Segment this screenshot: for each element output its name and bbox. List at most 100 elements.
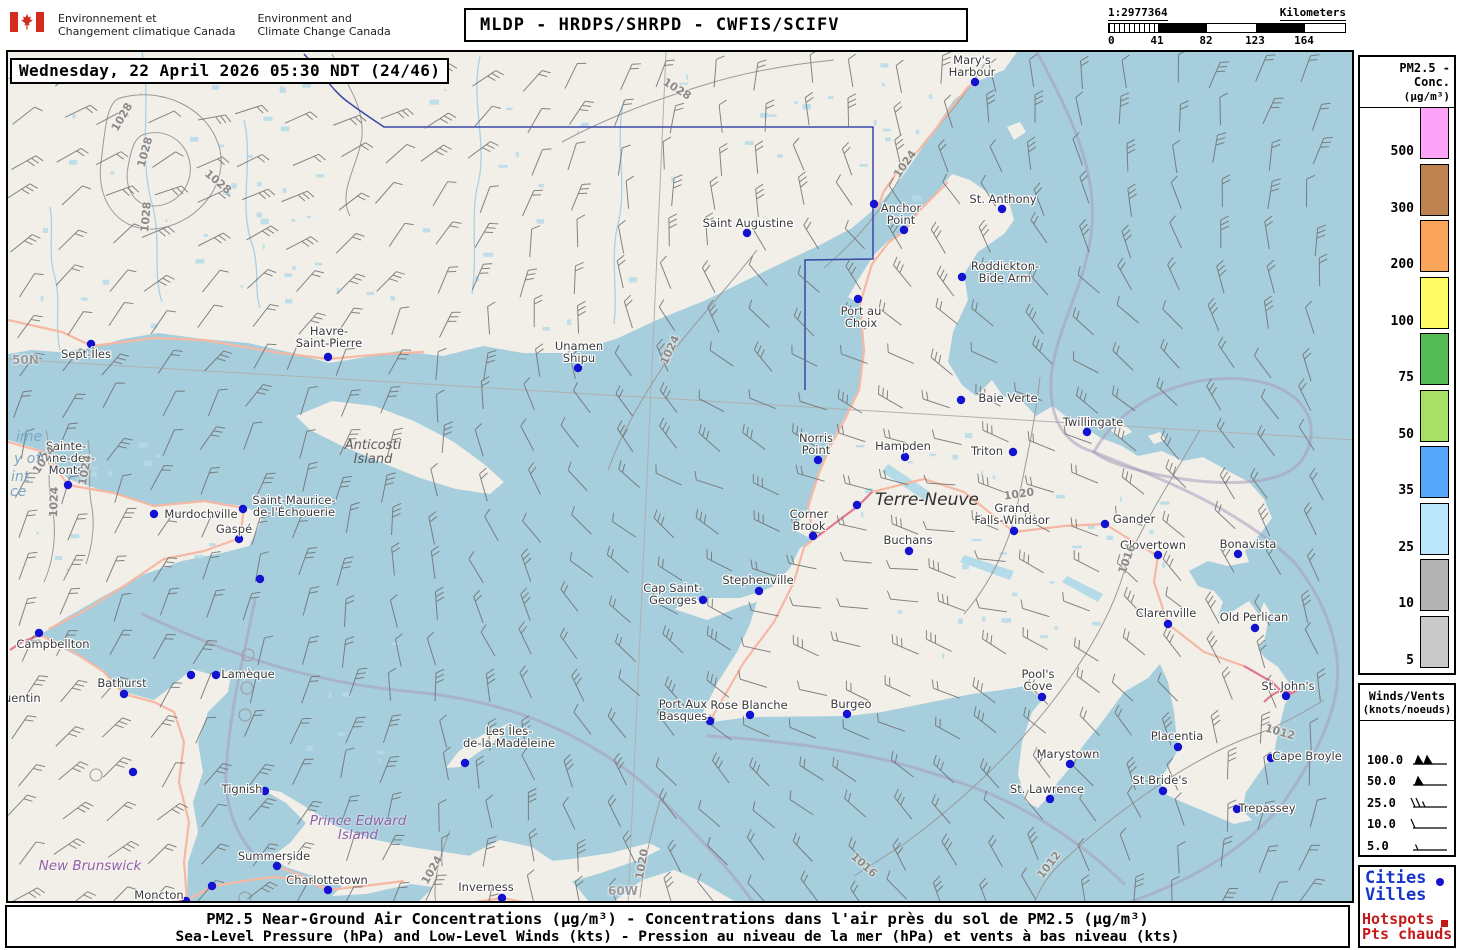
city-dot bbox=[853, 294, 863, 304]
city-label: Anchor Point bbox=[880, 201, 922, 227]
city-label: Corner Brook bbox=[789, 507, 829, 533]
pm25-legend-entry: 35 bbox=[1360, 446, 1454, 498]
pm25-color-swatch bbox=[1420, 333, 1449, 385]
pressure-label: 1016 bbox=[848, 849, 880, 881]
pressure-label: 1020 bbox=[632, 847, 652, 881]
pm25-legend-entries: 500 300 200 100 75 50 35 25 10 5 bbox=[1360, 107, 1454, 673]
water-label: ime bbox=[16, 429, 43, 445]
scale-tick: 123 bbox=[1245, 34, 1265, 47]
product-title-box: MLDP - HRDPS/SHRPD - CWFIS/SCIFV bbox=[464, 8, 968, 42]
pm25-threshold-value: 50 bbox=[1398, 426, 1414, 442]
city-label: St. Anthony bbox=[969, 192, 1037, 206]
pm25-legend-entry: 500 bbox=[1360, 107, 1454, 159]
water-label: int bbox=[11, 469, 30, 485]
scale-segment bbox=[1158, 24, 1207, 32]
city-dot bbox=[207, 881, 217, 891]
pm25-threshold-value: 100 bbox=[1390, 313, 1414, 329]
wind-speed-value: 25.0 bbox=[1367, 795, 1396, 810]
city-label: Cape Broyle bbox=[1272, 749, 1342, 763]
city-label: Gander bbox=[1112, 512, 1156, 526]
city-label: Les Îles-de-la-Madeleine bbox=[462, 724, 556, 750]
city-dot bbox=[255, 574, 265, 584]
city-label: Tignish bbox=[221, 782, 263, 796]
city-dot bbox=[34, 628, 44, 638]
pm25-legend-entry: 100 bbox=[1360, 276, 1454, 329]
city-dot bbox=[1250, 623, 1260, 633]
region-label: Terre-Neuve bbox=[875, 490, 979, 510]
city-dot bbox=[1232, 804, 1242, 814]
caption-line2: Sea-Level Pressure (hPa) and Low-Level W… bbox=[175, 929, 1180, 945]
city-dot bbox=[813, 455, 823, 465]
wind-barb-icon bbox=[1413, 775, 1447, 786]
city-label: Port Aux Basques bbox=[658, 697, 708, 723]
wind-barbs-layer bbox=[8, 52, 1333, 901]
pm25-threshold-value: 75 bbox=[1398, 370, 1414, 385]
city-label: Burgeo bbox=[830, 697, 872, 711]
city-dot bbox=[497, 893, 507, 901]
wind-speed-value: 50.0 bbox=[1367, 774, 1396, 789]
pm25-legend-entry: 5 bbox=[1360, 615, 1454, 668]
city-dot bbox=[323, 885, 333, 895]
city-label: Charlottetown bbox=[286, 873, 368, 887]
pm25-color-swatch bbox=[1420, 389, 1449, 442]
pm25-legend: PM2.5 - Conc. (µg/m³) 500 300 200 100 75 50 35… bbox=[1358, 55, 1456, 675]
city-dot bbox=[323, 352, 333, 362]
pressure-label: 1020 bbox=[1002, 485, 1036, 503]
cities-legend-label-fr: Villes bbox=[1365, 885, 1427, 905]
pm25-color-swatch bbox=[1420, 276, 1449, 329]
city-label: Norris Point bbox=[798, 431, 834, 457]
pm25-legend-entry: 75 bbox=[1360, 333, 1454, 385]
pressure-label: 1028 bbox=[660, 75, 694, 103]
pm25-threshold-value: 200 bbox=[1390, 257, 1414, 272]
city-dot bbox=[1008, 447, 1018, 457]
city-dot bbox=[1281, 691, 1291, 701]
city-label: Stephenville bbox=[722, 573, 794, 587]
city-dot bbox=[1163, 619, 1173, 629]
city-dot bbox=[970, 77, 980, 87]
divider bbox=[1360, 107, 1454, 108]
scale-tick: 41 bbox=[1150, 34, 1164, 47]
city-dot bbox=[705, 716, 715, 726]
city-label: Roddickton- Bide Arm bbox=[970, 259, 1040, 285]
pm25-legend-entry: 300 bbox=[1360, 163, 1454, 216]
city-dot bbox=[1082, 427, 1092, 437]
city-dot bbox=[1100, 519, 1110, 529]
region-label: New Brunswick bbox=[38, 858, 142, 874]
city-dot bbox=[852, 500, 862, 510]
caption-bar: PM2.5 Near-Ground Air Concentrations (µg… bbox=[5, 905, 1350, 948]
pm25-legend-entry: 10 bbox=[1360, 559, 1454, 611]
pressure-label: 1024 bbox=[657, 333, 683, 367]
city-label: Bathurst bbox=[97, 676, 147, 690]
city-dot bbox=[900, 452, 910, 462]
graticule-label: 50N bbox=[12, 353, 39, 367]
city-label: uentin bbox=[6, 691, 41, 705]
winds-legend-entry: 100.0 bbox=[1360, 749, 1454, 771]
map-labels-layer: Mary's Harbour St. Anthony Anchor Point Saint… bbox=[8, 52, 1352, 901]
pm25-color-swatch bbox=[1420, 163, 1449, 216]
city-label: Saint-Maurice-de-l'Échouerie bbox=[252, 493, 336, 519]
pm25-color-swatch bbox=[1420, 615, 1449, 668]
pm25-threshold-value: 25 bbox=[1398, 539, 1414, 555]
pm25-legend-entry: 25 bbox=[1360, 502, 1454, 555]
pm25-threshold-value: 35 bbox=[1398, 483, 1414, 498]
city-label: Bonavista bbox=[1219, 537, 1277, 551]
city-label: Buchans bbox=[883, 533, 933, 547]
divider bbox=[1360, 720, 1454, 721]
hotspots-legend-label-fr: Pts chauds bbox=[1362, 925, 1453, 943]
pm25-color-swatch bbox=[1420, 107, 1449, 159]
wordmark-english: Environment and Climate Change Canada bbox=[257, 12, 391, 38]
city-label: St. Lawrence bbox=[1009, 782, 1085, 796]
scale-tick-labels: 0 41 82 123 164 bbox=[1108, 34, 1346, 48]
pm25-threshold-value: 300 bbox=[1390, 200, 1414, 216]
city-label: Sept-Îles bbox=[61, 347, 111, 361]
city-label: Saint Augustine bbox=[702, 216, 794, 230]
winds-legend-entry: 10.0 bbox=[1360, 814, 1454, 836]
pressure-label: 1012 bbox=[1034, 848, 1064, 882]
wind-barb-icon bbox=[1410, 819, 1447, 829]
graticule-label: 60W bbox=[608, 884, 638, 898]
region-label: Prince Edward Island bbox=[309, 813, 407, 843]
city-label: Twillingate bbox=[1062, 415, 1124, 429]
city-label: Baie Verte bbox=[978, 391, 1038, 405]
city-dot bbox=[869, 199, 879, 209]
wind-speed-value: 5.0 bbox=[1367, 838, 1389, 853]
